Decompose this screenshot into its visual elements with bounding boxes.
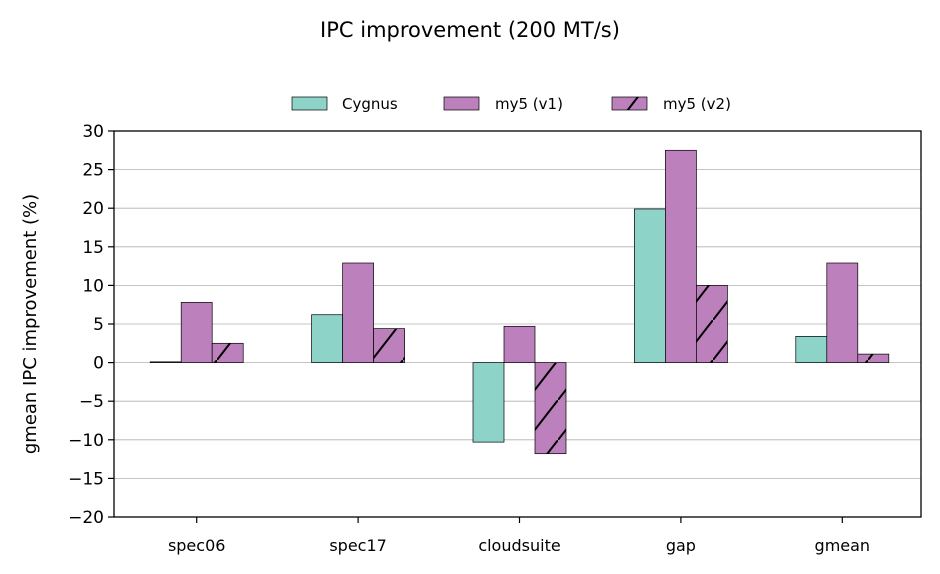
y-tick-label-8: −10 (68, 431, 104, 451)
y-tick-label-5: 5 (93, 315, 104, 335)
legend: Cygnus my5 (v1) my5 (v2) (291, 95, 731, 113)
y-tick-label-0: 30 (82, 122, 104, 142)
legend-label-cygnus: Cygnus (342, 95, 398, 113)
legend-swatch-cygnus (291, 96, 328, 111)
bar-gmean-my5-v2 (857, 353, 890, 363)
chart-title: IPC improvement (200 MT/s) (320, 18, 620, 42)
plot-frame (113, 130, 922, 518)
bar-gap-my5-v1 (665, 149, 697, 363)
x-tick-label-cloudsuite: cloudsuite (478, 536, 560, 555)
bar-spec06-cygnus (149, 361, 182, 363)
legend-swatch-my5-v2 (611, 96, 648, 111)
bar-spec06-my5-v1 (180, 302, 213, 363)
y-tick-label-1: 25 (82, 161, 104, 181)
x-tick-label-gap: gap (666, 536, 696, 555)
bar-cloudsuite-cygnus (472, 362, 505, 443)
bar-cloudsuite-my5-v2 (534, 362, 567, 455)
y-tick-label-9: −15 (68, 469, 104, 489)
y-tick-label-7: −5 (79, 392, 104, 412)
y-tick-label-3: 15 (82, 238, 104, 258)
bar-spec17-my5-v1 (342, 262, 374, 363)
bar-gmean-my5-v1 (826, 262, 859, 363)
x-tick-label-spec17: spec17 (329, 536, 387, 555)
x-tick-label-spec06: spec06 (168, 536, 226, 555)
y-tick-label-10: −20 (68, 508, 104, 528)
legend-label-my5-v1: my5 (v1) (495, 95, 563, 113)
legend-label-my5-v2: my5 (v2) (663, 95, 731, 113)
grid (114, 169, 921, 479)
y-tick-label-6: 0 (93, 354, 104, 374)
x-tick-label-gmean: gmean (815, 536, 871, 555)
x-axis-ticks: spec06 spec17 cloudsuite gap gmean (168, 517, 870, 555)
bar-gap-my5-v2 (696, 285, 728, 363)
bar-gap-cygnus (634, 208, 666, 363)
y-axis-ticks: 30 25 20 15 10 5 0 −5 −10 −15 −20 (68, 122, 114, 528)
bar-gmean-cygnus (795, 336, 828, 363)
bar-spec17-cygnus (311, 314, 343, 363)
bar-spec17-my5-v2 (373, 328, 405, 363)
bar-spec06-my5-v2 (211, 342, 244, 363)
bars (149, 149, 890, 455)
y-tick-label-2: 20 (82, 199, 104, 219)
bar-cloudsuite-my5-v1 (503, 325, 536, 363)
y-tick-label-4: 10 (82, 276, 104, 296)
legend-swatch-my5-v1 (443, 96, 480, 111)
y-axis-label: gmean IPC improvement (%) (20, 194, 41, 454)
